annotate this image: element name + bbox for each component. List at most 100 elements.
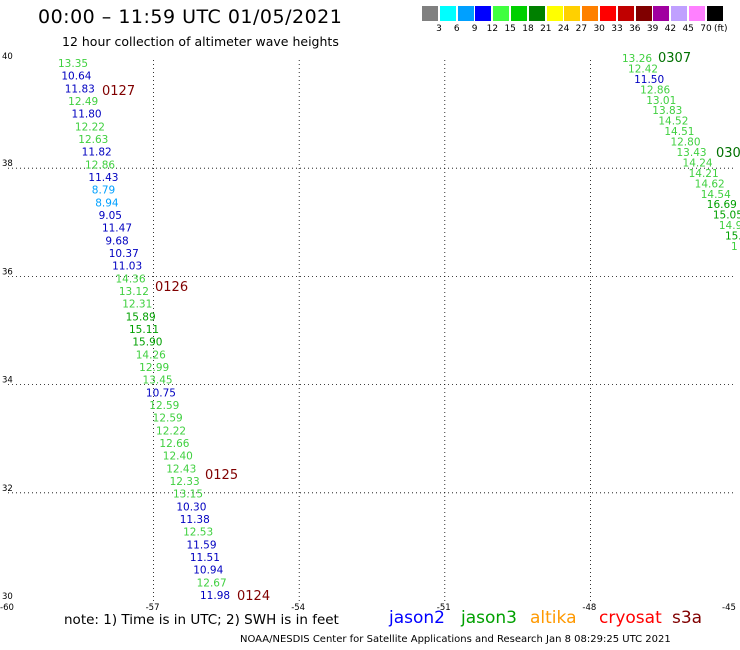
- wave-height-value: 12.22: [156, 425, 186, 437]
- legend-level-label: 45: [682, 24, 694, 34]
- wave-height-value: 10.37: [109, 248, 139, 260]
- wave-height-value: 12.40: [163, 451, 193, 463]
- legend-level-label: 70: [700, 24, 712, 34]
- wave-height-value: 11.80: [72, 109, 102, 121]
- satellite-legend-cryosat: cryosat: [599, 608, 662, 628]
- legend-level-label: 3: [436, 24, 442, 34]
- legend-swatch: [653, 6, 670, 21]
- pass-time-label: 0125: [205, 468, 238, 483]
- wave-height-value: 12.42: [628, 63, 658, 75]
- legend-level-label: 21: [540, 24, 552, 34]
- wave-height-value: 11.03: [112, 261, 142, 273]
- wave-height-value: 12.86: [640, 84, 670, 96]
- wave-height-value: 13.15: [173, 489, 203, 501]
- wave-height-value: 15.: [725, 231, 740, 243]
- pass-time-label: 030: [716, 146, 740, 161]
- legend-swatch: [475, 6, 492, 21]
- legend-level-label: 24: [557, 24, 570, 34]
- longitude-tick-label: -45: [722, 603, 736, 613]
- wave-height-value: 14.26: [136, 349, 166, 361]
- legend-swatch: [422, 6, 438, 21]
- wave-height-value: 15.89: [126, 311, 156, 323]
- wave-height-value: 10.64: [61, 71, 91, 83]
- wave-height-value: 11.50: [634, 74, 664, 86]
- legend-level-label: 15: [504, 24, 516, 34]
- wave-height-value: 1: [731, 241, 738, 253]
- wave-height-value: 12.49: [68, 96, 98, 108]
- wave-height-value: 11.98: [200, 590, 230, 602]
- wave-height-value: 13.01: [646, 95, 676, 107]
- legend-swatch: [671, 6, 688, 21]
- wave-height-value: 12.53: [183, 527, 213, 539]
- wave-height-value: 15.05: [713, 210, 740, 222]
- legend-swatch: [582, 6, 599, 21]
- legend-swatch: [617, 6, 634, 21]
- wave-height-value: 11.82: [82, 147, 112, 159]
- wave-height-value: 13.26: [622, 53, 652, 65]
- wave-height-value: 12.59: [149, 400, 179, 412]
- legend-unit: (ft): [714, 24, 728, 34]
- wave-height-value: 11.43: [88, 172, 118, 184]
- page-title: 00:00 – 11:59 UTC 01/05/2021: [38, 6, 343, 28]
- wave-height-value: 13.35: [58, 58, 88, 70]
- latitude-tick-label: 34: [2, 376, 13, 386]
- wave-height-value: 12.59: [153, 413, 183, 425]
- wave-height-value: 12.99: [139, 362, 169, 374]
- wave-height-value: 12.86: [85, 159, 115, 171]
- legend-level-label: 36: [629, 24, 641, 34]
- pass-time-label: 0124: [237, 589, 270, 604]
- wave-height-value: 13.12: [119, 286, 149, 298]
- footer-note: note: 1) Time is in UTC; 2) SWH is in fe…: [64, 612, 339, 628]
- longitude-tick-label: -48: [582, 603, 596, 613]
- satellite-legend-jason2: jason2: [389, 608, 445, 628]
- wave-height-value: 10.75: [146, 387, 176, 399]
- page-subtitle: 12 hour collection of altimeter wave hei…: [62, 34, 339, 49]
- credit-line: NOAA/NESDIS Center for Satellite Applica…: [240, 634, 671, 645]
- wave-height-value: 12.22: [75, 121, 105, 133]
- wave-height-value: 9.05: [99, 210, 122, 222]
- legend-swatch: [457, 6, 474, 21]
- latitude-tick-label: 32: [2, 484, 13, 494]
- wave-height-value: 13.45: [143, 375, 173, 387]
- wave-height-value: 14.24: [683, 157, 713, 169]
- legend-swatch: [493, 6, 510, 21]
- satellite-legend-altika: altika: [530, 608, 577, 628]
- wave-height-value: 11.47: [102, 223, 132, 235]
- legend-swatch: [600, 6, 616, 21]
- wave-height-value: 12.80: [670, 137, 700, 149]
- wave-height-value: 12.67: [197, 577, 227, 589]
- wave-height-value: 9.68: [105, 235, 128, 247]
- legend-swatch: [706, 6, 723, 21]
- wave-height-value: 14.52: [658, 116, 688, 128]
- wave-height-value: 14.62: [695, 178, 725, 190]
- legend-swatch: [511, 6, 527, 21]
- wave-height-value: 8.94: [95, 197, 119, 209]
- wave-height-value: 15.11: [129, 324, 159, 336]
- wave-height-value: 11.51: [190, 552, 220, 564]
- latitude-tick-label: 30: [2, 592, 13, 602]
- legend-swatch: [689, 6, 705, 21]
- satellite-legend-jason3: jason3: [461, 608, 517, 628]
- legend-level-label: 39: [646, 24, 659, 34]
- legend-level-label: 18: [522, 24, 534, 34]
- legend-level-label: 33: [611, 24, 623, 34]
- legend-level-label: 9: [471, 24, 478, 34]
- wave-height-value: 14.9: [719, 220, 740, 232]
- wave-height-value: 14.21: [689, 168, 719, 180]
- legend-swatch: [635, 6, 652, 21]
- wave-height-value: 15.90: [132, 337, 162, 349]
- latitude-tick-label: 38: [2, 159, 13, 169]
- wave-height-value: 12.31: [122, 299, 152, 311]
- wave-height-value: 13.83: [652, 105, 682, 117]
- legend-level-label: 30: [593, 24, 605, 34]
- wave-height-value: 16.69: [707, 199, 737, 211]
- wave-height-value: 14.51: [664, 126, 694, 138]
- legend-level-label: 6: [453, 24, 460, 34]
- wave-height-value: 11.38: [180, 514, 210, 526]
- wave-height-value: 12.43: [166, 463, 196, 475]
- wave-height-value: 12.63: [78, 134, 108, 146]
- legend-swatch: [439, 6, 456, 21]
- wave-height-value: 14.54: [701, 189, 731, 201]
- latitude-tick-label: 40: [2, 52, 13, 62]
